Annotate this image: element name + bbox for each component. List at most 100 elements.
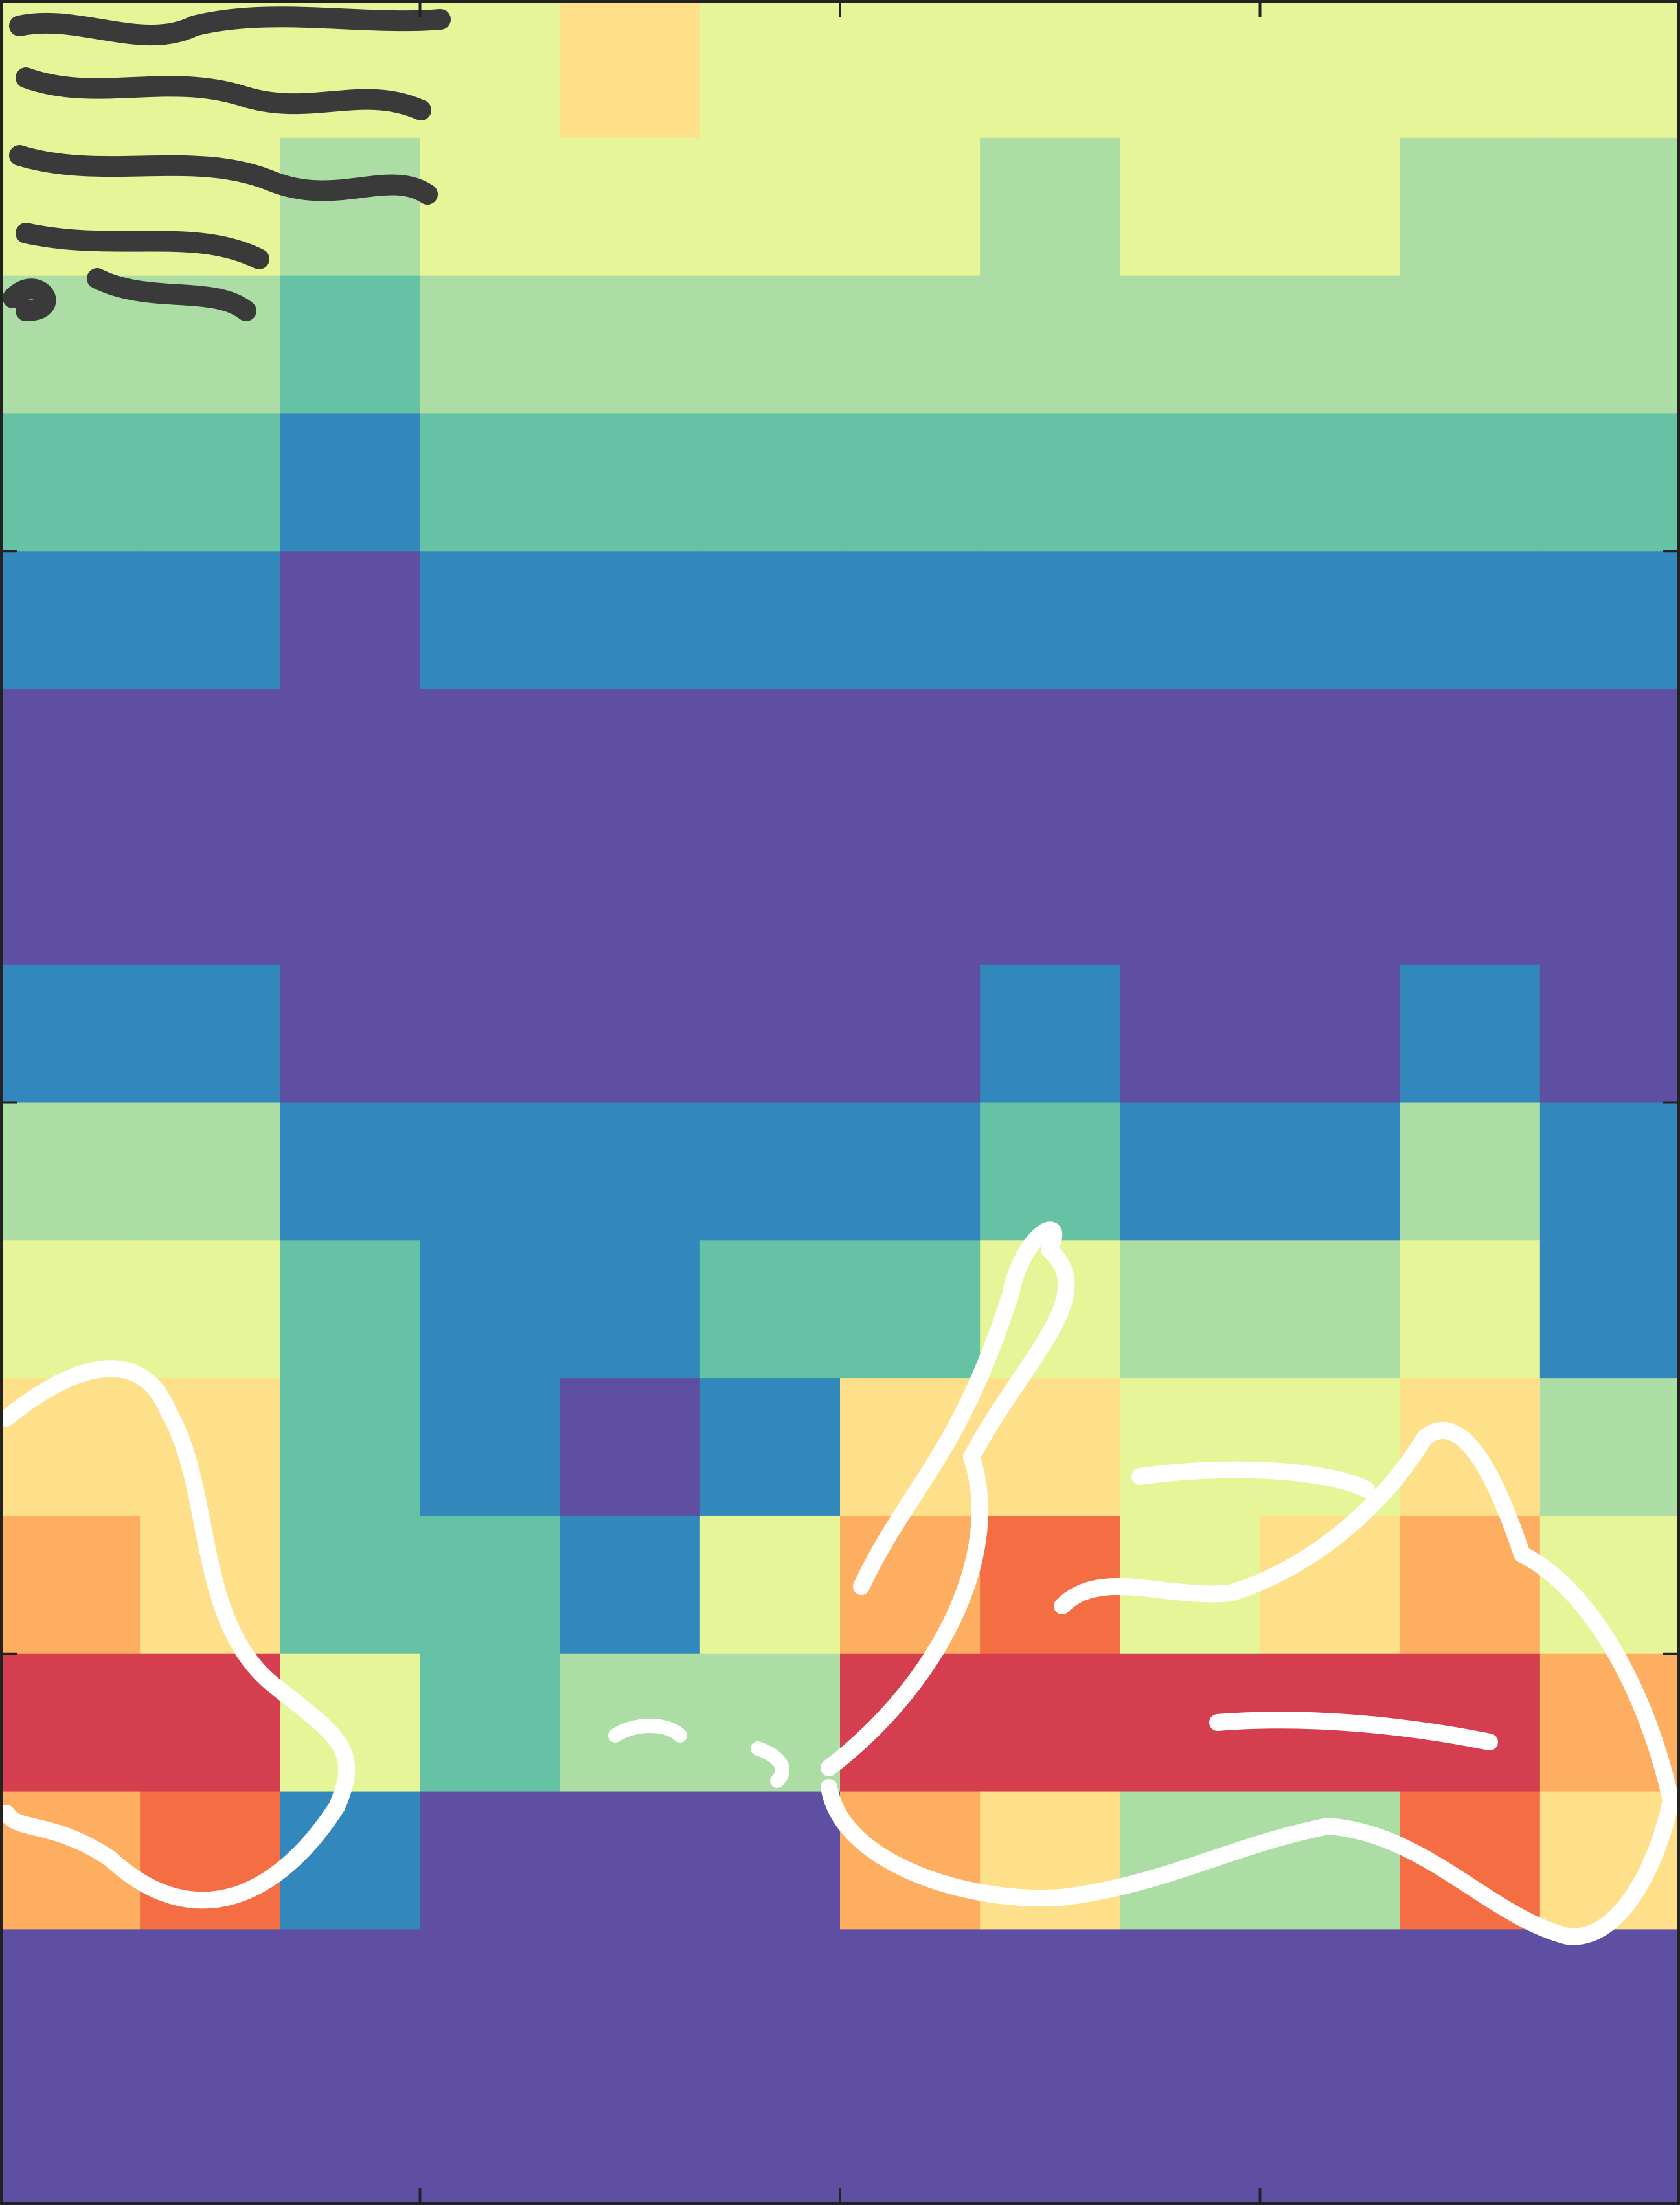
heatmap-cell — [420, 551, 561, 690]
heatmap-cell — [980, 137, 1120, 277]
heatmap-cell — [560, 137, 701, 277]
heatmap-cell — [1539, 1378, 1680, 1517]
contour — [608, 1719, 789, 1788]
heatmap-cell — [1539, 1102, 1680, 1241]
heatmap-cell — [699, 551, 841, 690]
heatmap-cell — [840, 689, 981, 828]
heatmap-cell — [840, 0, 981, 139]
heatmap-cell — [0, 413, 141, 552]
heatmap-cell — [1400, 1240, 1541, 1379]
heatmap-cell — [560, 1515, 701, 1655]
heatmap-cell — [980, 826, 1120, 966]
heatmap-cell — [980, 964, 1120, 1103]
heatmap-cell — [420, 413, 561, 552]
heatmap-cell — [280, 137, 420, 277]
heatmap-cell — [699, 413, 841, 552]
heatmap-cell — [0, 964, 141, 1103]
heatmap-cell — [1120, 826, 1260, 966]
heatmap-cell — [1539, 964, 1680, 1103]
heatmap-cell — [699, 689, 841, 828]
heatmap-cell — [1120, 1102, 1260, 1241]
heatmap-cell — [560, 1102, 701, 1241]
heatmap-cell — [420, 1102, 561, 1241]
heatmap-cell — [699, 2067, 841, 2205]
heatmap-cell — [699, 1929, 841, 2068]
heatmap-cell — [1260, 551, 1401, 690]
heatmap-cell — [1120, 1378, 1260, 1517]
heatmap-cell — [699, 275, 841, 414]
heatmap-cell — [280, 1929, 420, 2068]
heatmap-cell — [560, 826, 701, 966]
heatmap-cell — [1120, 689, 1260, 828]
heatmap-cell — [699, 1240, 841, 1379]
heatmap-cell — [140, 964, 280, 1103]
heatmap-cell — [560, 1929, 701, 2068]
heatmap-cell — [1400, 551, 1541, 690]
heatmap-cell — [1400, 964, 1541, 1103]
heatmap-cell — [699, 1378, 841, 1517]
heatmap-cell — [1260, 964, 1401, 1103]
heatmap-cell — [0, 1240, 141, 1379]
heatmap-cell — [1260, 1240, 1401, 1379]
heatmap-cell — [420, 275, 561, 414]
heatmap-cell — [980, 413, 1120, 552]
heatmap-cell — [1400, 413, 1541, 552]
heatmap-cell — [1120, 1240, 1260, 1379]
heatmap-cell — [1120, 275, 1260, 414]
heatmap-cell — [420, 1240, 561, 1379]
heatmap-cell — [840, 1240, 981, 1379]
heatmap-cell — [560, 1240, 701, 1379]
heatmap-cell — [420, 137, 561, 277]
heatmap-cell — [140, 689, 280, 828]
heatmap-cell — [280, 1102, 420, 1241]
heatmap-cell — [560, 1791, 701, 1930]
heatmap-cell — [140, 1240, 280, 1379]
heatmap-cell — [699, 826, 841, 966]
heatmap-cell — [1260, 1102, 1401, 1241]
heatmap-cell — [420, 826, 561, 966]
heatmap-cell — [840, 137, 981, 277]
heatmap-cell — [840, 964, 981, 1103]
contours — [0, 6, 1679, 1945]
heatmap-cell — [560, 551, 701, 690]
heatmap-cell — [980, 275, 1120, 414]
heatmap-cell — [140, 2067, 280, 2205]
heatmap-cell — [1120, 413, 1260, 552]
heatmap-cell — [1539, 1240, 1680, 1379]
heatmap-cell — [1120, 2067, 1260, 2205]
heatmap-cell — [420, 689, 561, 828]
heatmap-cell — [1400, 1102, 1541, 1241]
heatmap-cell — [1260, 2067, 1401, 2205]
heatmap-cell — [980, 551, 1120, 690]
heatmap-cell — [560, 275, 701, 414]
contour — [821, 1422, 1679, 1945]
heatmap-cell — [699, 137, 841, 277]
heatmap-cell — [420, 1515, 561, 1655]
heatmap-cell — [1260, 137, 1401, 277]
heatmap-cell — [420, 1929, 561, 2068]
heatmap-cell — [420, 2067, 561, 2205]
heatmap-cell — [0, 1653, 141, 1792]
heatmap-cell — [1400, 275, 1541, 414]
heatmap-cell — [280, 1240, 420, 1379]
heatmap-cell — [0, 826, 141, 966]
heatmap-cell — [0, 1102, 141, 1241]
heatmap-cell — [1400, 689, 1541, 828]
heatmap-cell — [699, 1515, 841, 1655]
heatmap-cell — [560, 1378, 701, 1517]
heatmap-cell — [980, 2067, 1120, 2205]
heatmap-cell — [980, 1102, 1120, 1241]
heatmap-cell — [840, 551, 981, 690]
heatmap-cell — [560, 964, 701, 1103]
heatmap-cell — [560, 0, 701, 139]
heatmap-cell — [1260, 275, 1401, 414]
heatmap-cell — [140, 1791, 280, 1930]
heatmap-cell — [1539, 689, 1680, 828]
heatmap-cell — [0, 2067, 141, 2205]
heatmap-cell — [1120, 1929, 1260, 2068]
